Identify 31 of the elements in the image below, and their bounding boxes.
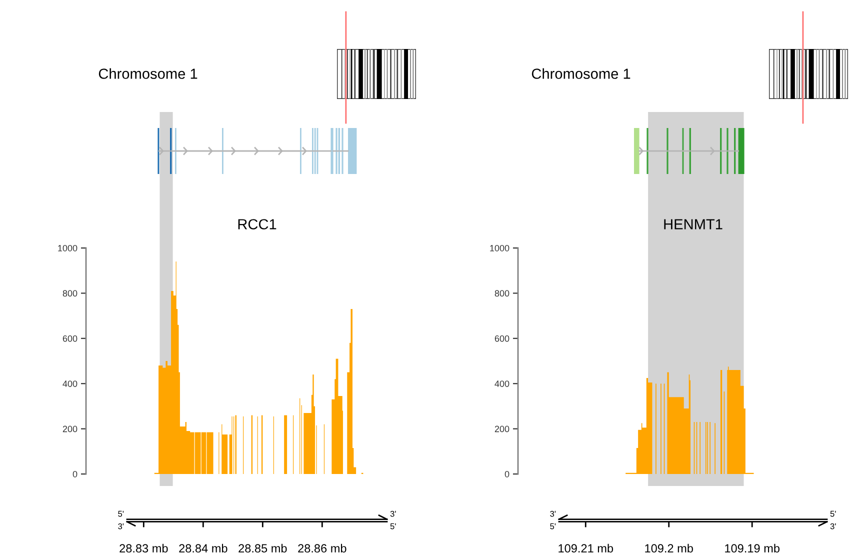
chart-title: RCC1 bbox=[238, 219, 276, 230]
y-tick-label: 400 bbox=[62, 380, 78, 387]
y-tick-label: 800 bbox=[494, 290, 510, 297]
text: Chromosome 1 bbox=[98, 68, 198, 79]
x-tick-label: 28.85 mb bbox=[238, 544, 287, 553]
x-tick-label: 28.83 mb bbox=[120, 544, 168, 553]
text: 3' bbox=[550, 510, 556, 517]
y-tick-label: 200 bbox=[62, 426, 78, 432]
y-tick-label: 1000 bbox=[490, 244, 510, 252]
x-tick-label: 109.2 mb bbox=[645, 544, 693, 553]
text: 5' bbox=[550, 523, 556, 530]
text: 3' bbox=[830, 523, 836, 530]
y-tick-label: 0 bbox=[72, 470, 78, 478]
y-tick-label: 400 bbox=[494, 380, 510, 387]
y-tick-label: 800 bbox=[62, 290, 78, 297]
y-tick-label: 600 bbox=[62, 335, 78, 342]
y-tick-label: 1000 bbox=[58, 244, 78, 252]
x-tick-label: 28.86 mb bbox=[298, 544, 346, 553]
text: 5' bbox=[118, 510, 124, 517]
x-tick-label: 28.84 mb bbox=[179, 544, 228, 553]
text: Chromosome 1 bbox=[532, 68, 630, 79]
y-tick-label: 600 bbox=[494, 335, 510, 342]
x-tick-label: 109.19 mb bbox=[725, 544, 780, 553]
chart-title: HENMT1 bbox=[664, 219, 722, 230]
text: 3' bbox=[390, 510, 396, 517]
y-tick-label: 0 bbox=[504, 470, 510, 478]
text: 5' bbox=[390, 523, 396, 530]
text: 3' bbox=[118, 523, 124, 530]
y-tick-label: 200 bbox=[494, 426, 510, 432]
x-tick-label: 109.21 mb bbox=[558, 544, 614, 553]
text: 5' bbox=[830, 510, 836, 517]
